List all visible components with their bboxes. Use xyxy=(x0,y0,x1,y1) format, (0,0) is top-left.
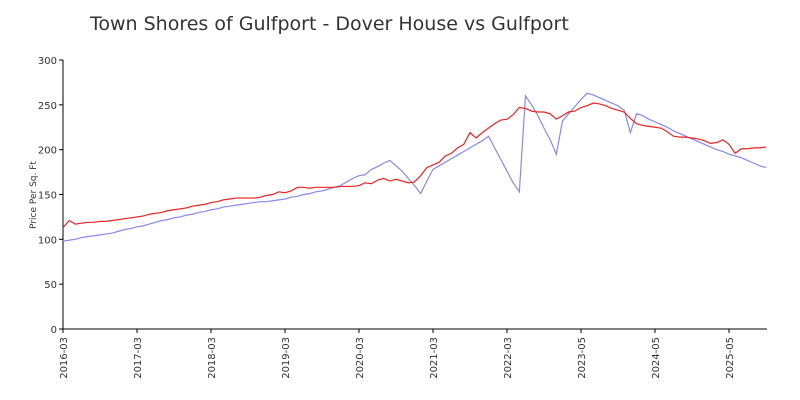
x-tick-label: 2019-03 xyxy=(281,337,292,379)
line-series xyxy=(62,92,767,242)
x-tick-label: 2020-03 xyxy=(355,337,366,379)
y-tick-label: 0 xyxy=(51,325,57,336)
x-tick-label: 2016-03 xyxy=(59,337,70,379)
y-tick-label: 300 xyxy=(38,56,57,67)
y-axis-label: Price Per Sq. Ft xyxy=(29,161,39,229)
y-tick-label: 50 xyxy=(44,280,57,291)
y-tick-label: 100 xyxy=(38,235,57,246)
x-tick-label: 2021-03 xyxy=(429,337,440,379)
x-tick-label: 2023-05 xyxy=(577,337,588,379)
y-tick-label: 150 xyxy=(38,191,57,202)
chart-title: Town Shores of Gulfport - Dover House vs… xyxy=(89,13,569,35)
x-tick-label: 2024-05 xyxy=(651,337,662,379)
y-tick-label: 250 xyxy=(38,101,57,112)
x-tick-label: 2022-03 xyxy=(503,337,514,379)
x-tick-label: 2025-05 xyxy=(725,337,736,379)
x-tick-label: 2017-03 xyxy=(133,337,144,379)
y-tick-label: 200 xyxy=(38,146,57,157)
line-series xyxy=(62,102,767,229)
x-tick-label: 2018-03 xyxy=(207,337,218,379)
